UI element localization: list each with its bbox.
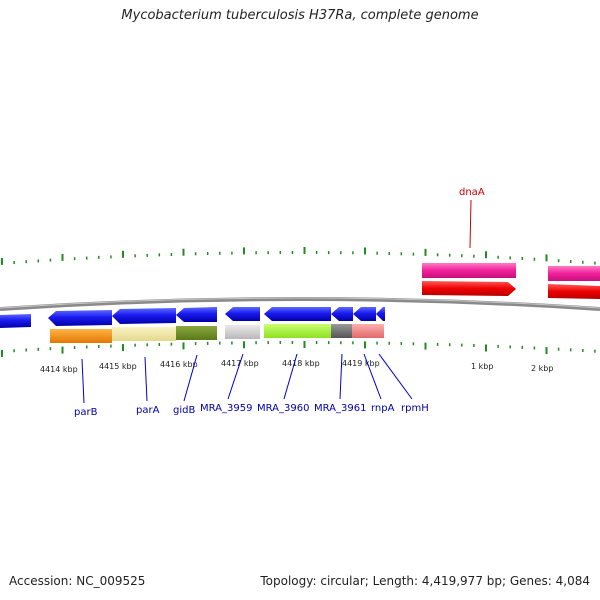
gene-label-dnaA[interactable]: dnaA	[459, 187, 485, 198]
leader-line	[144, 356, 148, 402]
gene-arrow[interactable]	[176, 307, 217, 322]
genome-title: Mycobacterium tuberculosis H37Ra, comple…	[121, 8, 479, 23]
leader-line	[183, 354, 198, 402]
dnaA-pink-feature[interactable]	[422, 263, 516, 278]
MRA_3959-feature[interactable]	[225, 325, 260, 339]
leader-line	[283, 353, 298, 400]
gene-arrow[interactable]	[353, 307, 376, 321]
lower-tick-row	[1, 341, 596, 357]
feature-band	[50, 324, 384, 343]
scale-label: 4415 kbp	[99, 362, 137, 371]
gene-arrow[interactable]	[376, 307, 385, 321]
gene-labels: parB parA gidB MRA_3959 MRA_3960 MRA_396…	[74, 403, 429, 418]
rnpA-feature[interactable]	[352, 324, 384, 338]
gene-arrow[interactable]	[0, 314, 31, 328]
gene-label-rnpA[interactable]: rnpA	[371, 403, 395, 414]
MRA_3960-feature[interactable]	[264, 324, 331, 338]
gene-label-rpmH[interactable]: rpmH	[401, 403, 429, 414]
gene-label-MRA_3959[interactable]: MRA_3959	[200, 403, 252, 414]
gene-label-parA[interactable]: parA	[136, 405, 160, 416]
leader-line	[227, 353, 244, 400]
topology-summary: Topology: circular; Length: 4,419,977 bp…	[260, 574, 590, 588]
gene-arrow[interactable]	[48, 310, 112, 326]
accession-text: Accession: NC_009525	[9, 574, 146, 588]
leader-line	[363, 353, 382, 400]
scale-labels: 4414 kbp 4415 kbp 4416 kbp 4417 kbp 4418…	[40, 359, 553, 374]
gidB-feature[interactable]	[176, 326, 217, 340]
scale-label: 4418 kbp	[282, 359, 320, 368]
scale-label: 2 kbp	[531, 364, 553, 373]
plus-strand-genes	[422, 263, 600, 299]
scale-label: 4419 kbp	[342, 359, 380, 368]
genome-backbone	[0, 297, 600, 311]
gene-label-MRA_3960[interactable]: MRA_3960	[257, 403, 309, 414]
leader-line	[339, 353, 343, 400]
gene-arrow[interactable]	[112, 308, 176, 324]
scale-label: 1 kbp	[471, 362, 493, 371]
scale-label: 4416 kbp	[160, 360, 198, 369]
next-pink-feature[interactable]	[548, 266, 600, 281]
gene-arrow[interactable]	[264, 307, 331, 321]
dnaA-leader-line	[469, 199, 472, 249]
label-leaders	[81, 353, 413, 404]
dnaA-gene-arrow[interactable]	[422, 281, 516, 296]
leader-line	[81, 358, 85, 404]
genome-backbone-highlight	[0, 297, 600, 309]
leader-line	[378, 353, 413, 400]
next-gene-arrow[interactable]	[548, 284, 600, 299]
gene-label-gidB[interactable]: gidB	[173, 405, 195, 416]
parB-feature[interactable]	[50, 329, 112, 343]
gene-arrow[interactable]	[225, 307, 260, 321]
gene-label-MRA_3961[interactable]: MRA_3961	[314, 403, 366, 414]
upper-tick-row	[1, 247, 596, 265]
parA-feature[interactable]	[112, 327, 176, 341]
minus-strand-genes	[0, 307, 385, 328]
MRA_3961-feature[interactable]	[331, 324, 352, 338]
gene-label-parB[interactable]: parB	[74, 407, 98, 418]
scale-label: 4414 kbp	[40, 365, 78, 374]
gene-arrow[interactable]	[331, 307, 353, 321]
